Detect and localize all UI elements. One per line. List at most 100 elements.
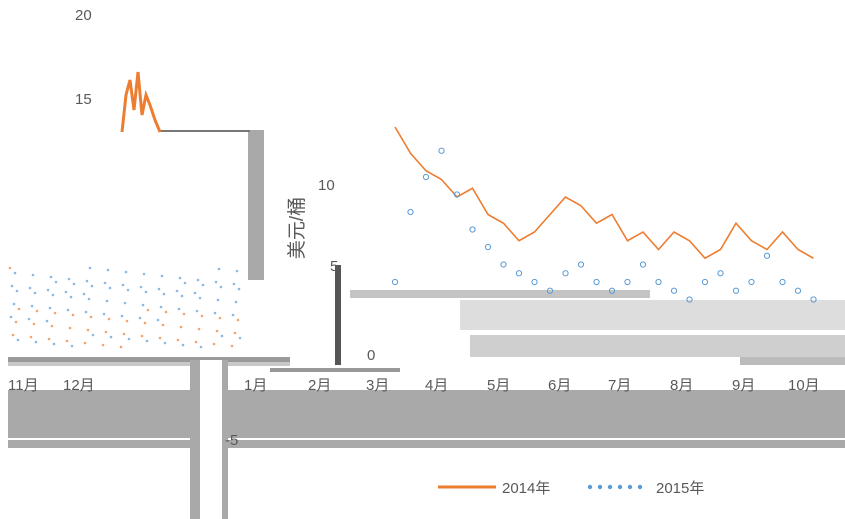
- artifact-dot: [29, 335, 33, 339]
- artifact-dot: [160, 274, 164, 278]
- render-artifacts: [8, 130, 845, 519]
- series-point-1: [670, 287, 678, 294]
- series-point-1: [732, 287, 740, 294]
- artifact-dot: [70, 344, 74, 348]
- series-point-1: [484, 243, 492, 251]
- artifact-dot: [232, 282, 236, 286]
- artifact-dot: [50, 324, 54, 328]
- y-tick-label: 20: [75, 7, 92, 24]
- x-tick-label: 9月: [732, 377, 755, 394]
- x-tick-label: 11月: [8, 377, 39, 394]
- artifact-dot: [213, 311, 217, 315]
- artifact-dot: [182, 312, 186, 316]
- series-point-1: [779, 278, 786, 286]
- series-point-1: [639, 261, 647, 268]
- artifact-dot: [125, 319, 129, 323]
- artifact-dot: [126, 288, 130, 292]
- artifact-dot: [235, 269, 239, 273]
- artifact-dot: [89, 315, 93, 319]
- artifact-dot: [69, 295, 73, 299]
- artifact-dot: [45, 319, 49, 323]
- artifact-block-3: [8, 440, 845, 448]
- artifact-dot: [231, 313, 235, 317]
- series-point-1: [562, 270, 569, 277]
- artifact-dot: [109, 335, 113, 339]
- series-point-1: [593, 278, 600, 286]
- artifact-dot: [87, 297, 91, 301]
- artifact-dot: [234, 300, 238, 304]
- x-tick-label: 2月: [308, 377, 331, 394]
- artifact-dot: [72, 282, 76, 286]
- artifact-dot: [83, 341, 87, 345]
- artifact-dot: [65, 339, 69, 343]
- x-tick-label: 12月: [63, 377, 95, 394]
- legend-swatch-2015: [627, 484, 633, 490]
- artifact-dot: [179, 325, 183, 329]
- artifact-dot: [178, 276, 182, 280]
- artifact-dot: [180, 294, 184, 298]
- series-point-1: [531, 278, 538, 286]
- artifact-block-10: [460, 300, 845, 330]
- artifact-dot: [105, 299, 109, 303]
- artifact-dot: [193, 291, 197, 295]
- y-axis-title: 美元/桶: [286, 197, 308, 259]
- artifact-dot: [27, 317, 31, 321]
- artifact-dot: [104, 330, 108, 334]
- artifact-block-5: [200, 360, 222, 519]
- series-point-1: [810, 296, 817, 303]
- artifact-dot: [14, 320, 18, 324]
- artifact-dot: [162, 292, 166, 296]
- legend-label-2014: 2014年: [502, 480, 550, 497]
- artifact-block-12: [740, 357, 845, 365]
- artifact-dot: [159, 305, 163, 309]
- series-point-1: [686, 296, 693, 303]
- legend-swatch-2015: [617, 484, 623, 490]
- artifact-dot: [212, 342, 216, 346]
- artifact-dot: [120, 314, 124, 318]
- y-tick-label: -5: [225, 432, 238, 449]
- series-point-1: [608, 287, 616, 294]
- artifact-dot: [200, 314, 204, 318]
- artifact-dot: [123, 301, 127, 305]
- artifact-dot: [163, 341, 167, 345]
- artifact-dot: [108, 286, 112, 290]
- artifact-dot: [164, 310, 168, 314]
- y-tick-label: 5: [330, 258, 338, 275]
- artifact-dot: [88, 266, 92, 270]
- artifact-dot: [175, 289, 179, 293]
- artifact-dot: [34, 340, 38, 344]
- artifact-dot: [177, 307, 181, 311]
- artifact-dot: [107, 317, 111, 321]
- artifact-dot: [13, 271, 17, 275]
- artifact-dot: [85, 279, 89, 283]
- artifact-dot: [49, 275, 53, 279]
- legend: 2014年 2015年: [438, 480, 704, 497]
- artifact-dot: [145, 339, 149, 343]
- artifact-block-1: [8, 362, 290, 366]
- artifact-dot: [201, 283, 205, 287]
- artifact-dot: [91, 333, 95, 337]
- series-point-1: [438, 147, 445, 154]
- artifact-dot: [195, 309, 199, 313]
- series-point-1: [407, 208, 414, 216]
- artifact-dot: [102, 312, 106, 316]
- artifact-dot: [146, 308, 150, 312]
- artifact-dot: [215, 329, 219, 333]
- artifact-dot: [106, 268, 110, 272]
- series-point-1: [701, 278, 709, 286]
- artifact-dot: [90, 284, 94, 288]
- artifact-dot: [158, 336, 162, 340]
- x-tick-label: 4月: [425, 377, 448, 394]
- series-point-1: [577, 261, 585, 268]
- x-tick-label: 7月: [608, 377, 631, 394]
- artifact-dot: [66, 308, 70, 312]
- artifact-dot: [12, 302, 16, 306]
- artifact-dot: [196, 278, 200, 282]
- artifact-dot: [183, 281, 187, 285]
- artifact-dot: [54, 280, 58, 284]
- artifact-dot: [119, 345, 123, 349]
- artifact-block-13: [270, 368, 400, 372]
- artifact-block-7: [248, 130, 264, 280]
- artifact-dot: [82, 292, 86, 296]
- artifact-dot: [141, 303, 145, 307]
